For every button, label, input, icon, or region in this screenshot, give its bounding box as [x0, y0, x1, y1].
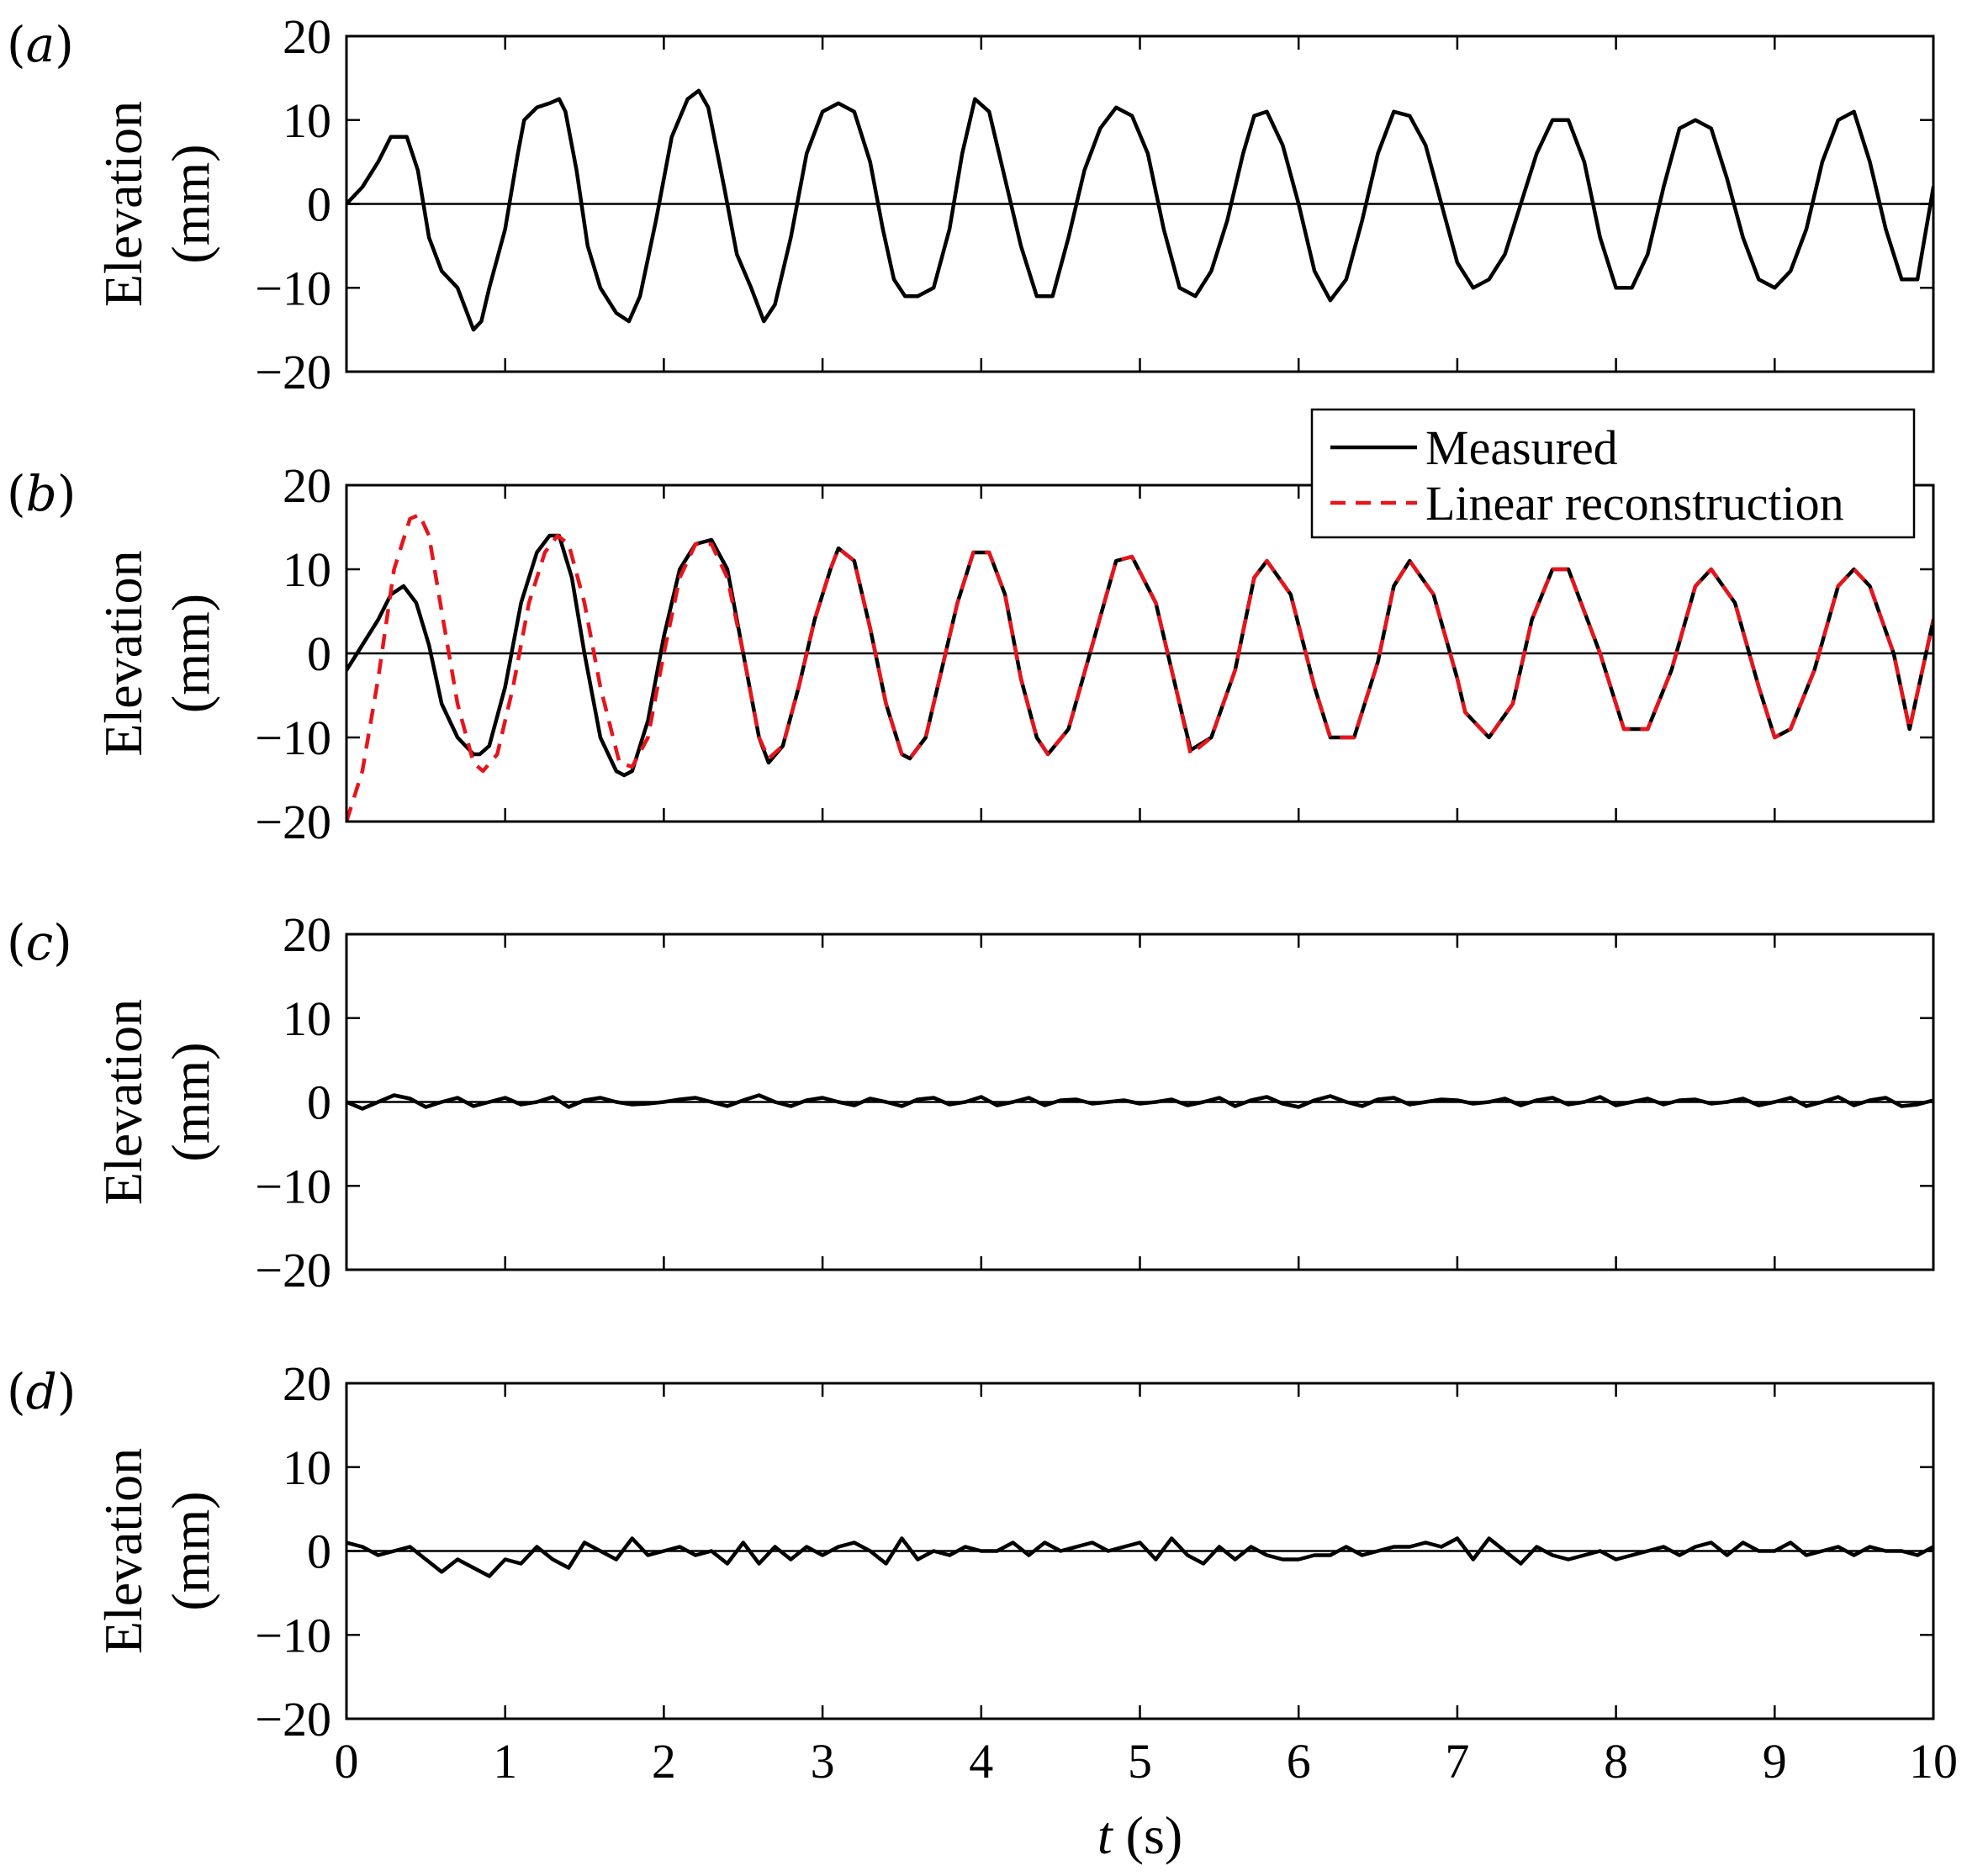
panel-label: (b)	[7, 465, 76, 522]
x-tick-label: 0	[335, 1734, 359, 1789]
y-axis-unit: (mm)	[161, 1042, 220, 1161]
legend-entry-measured: Measured	[1425, 420, 1618, 475]
y-tick-label: −10	[255, 261, 331, 315]
y-tick-label: 10	[283, 1440, 331, 1495]
x-tick-label: 2	[652, 1734, 676, 1789]
y-tick-label: 20	[283, 1356, 331, 1411]
y-tick-label: −10	[255, 1608, 331, 1662]
x-axis-title: t (s)	[1097, 1805, 1182, 1865]
y-tick-label: 0	[307, 626, 331, 681]
y-axis-title: Elevation	[93, 101, 153, 307]
panel-label: (a)	[7, 16, 74, 73]
x-tick-label: 4	[969, 1734, 993, 1789]
series-linear-reconstruction-line	[346, 512, 1933, 822]
y-axis-title: Elevation	[93, 550, 153, 756]
y-axis-title: Elevation	[93, 1448, 153, 1654]
y-tick-label: −20	[255, 795, 331, 849]
y-axis-title: Elevation	[93, 999, 153, 1205]
panel-d: 20 10 0 −10 −20 (d) Elevation (mm) 0 1 2 3 4 5 6 7 8 9 10 t…	[7, 1356, 1958, 1865]
y-axis-unit: (mm)	[161, 1491, 220, 1610]
y-tick-label: 0	[307, 1075, 331, 1130]
x-tick-label: 6	[1287, 1734, 1311, 1789]
legend-entry-linear-reconstruction: Linear reconstruction	[1425, 476, 1844, 531]
x-tick-label: 1	[493, 1734, 517, 1789]
y-tick-label: 0	[307, 177, 331, 232]
y-axis-unit: (mm)	[161, 144, 220, 263]
x-tick-label: 7	[1445, 1734, 1469, 1789]
y-tick-label: 10	[283, 991, 331, 1046]
y-tick-label: −20	[255, 1692, 331, 1747]
y-tick-label: 10	[283, 93, 331, 148]
y-tick-label: −20	[255, 1243, 331, 1297]
y-tick-label: 20	[283, 458, 331, 513]
series-measured-line	[346, 88, 1933, 332]
series-measured-line	[346, 1093, 1933, 1111]
x-tick-label: 9	[1763, 1734, 1787, 1789]
legend-box	[1310, 408, 1916, 539]
panel-label: (d)	[7, 1363, 76, 1420]
x-tick-label: 3	[811, 1734, 835, 1789]
x-tick-label: 10	[1909, 1734, 1958, 1789]
series-measured-line	[346, 1536, 1933, 1578]
x-tick-label: 8	[1604, 1734, 1628, 1789]
panel-a: 20 10 0 −10 −20 (a) Elevation (mm)	[7, 9, 1935, 399]
panel-b: 20 10 0 −10 −20 (b) Elevation (mm) MeasuredLinea…	[7, 408, 1935, 849]
y-tick-label: 20	[283, 907, 331, 962]
y-tick-label: 0	[307, 1525, 331, 1579]
y-axis-unit: (mm)	[161, 594, 220, 713]
x-tick-label: 5	[1128, 1734, 1152, 1789]
panel-c: 20 10 0 −10 −20 (c) Elevation (mm)	[7, 907, 1935, 1297]
y-tick-label: 20	[283, 9, 331, 64]
y-tick-label: −10	[255, 1159, 331, 1213]
y-tick-label: 10	[283, 542, 331, 597]
panel-label: (c)	[7, 914, 72, 971]
y-tick-label: −10	[255, 711, 331, 765]
y-tick-label: −20	[255, 345, 331, 399]
